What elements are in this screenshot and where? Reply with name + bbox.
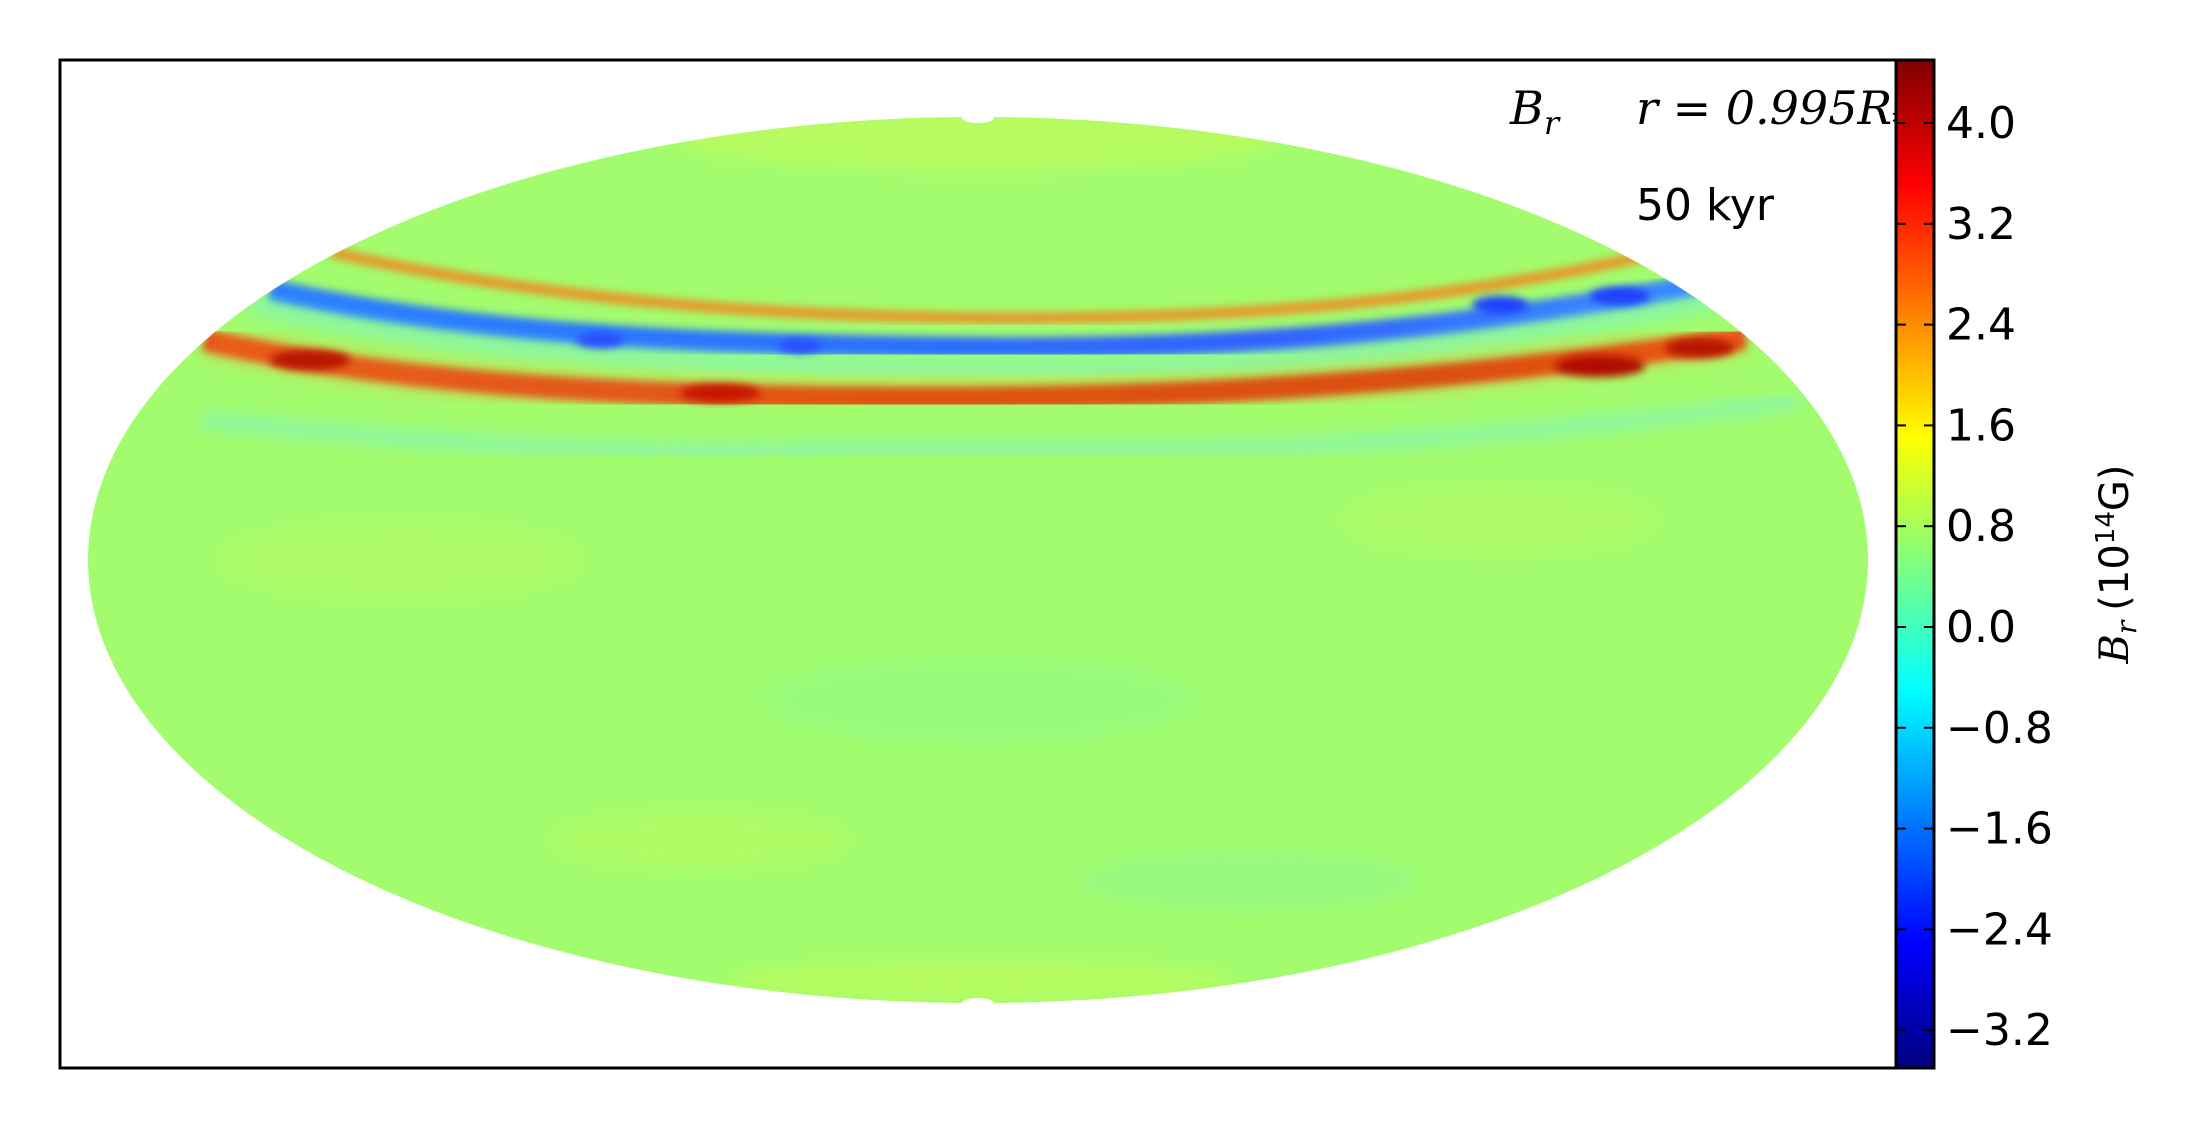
colorbar: 4.0 3.2 2.4 1.6 0.8 0.0 −0.8 −1.6 −2.4 −3.2 Br(10… <box>1894 58 2143 1070</box>
time-label: 50 kyr <box>1636 180 1775 231</box>
north-pole-notch <box>962 113 994 123</box>
colorbar-tick-label: −1.6 <box>1946 804 2053 855</box>
radius-label: r = 0.995R* <box>1636 81 1908 142</box>
colorbar-tick-label: 2.4 <box>1946 300 2016 351</box>
colorbar-tick-label: 1.6 <box>1946 400 2016 451</box>
colorbar-tick-label: −0.8 <box>1946 703 2053 754</box>
colorbar-tick-label: −2.4 <box>1946 904 2053 955</box>
colorbar-tick-label: 0.0 <box>1946 602 2016 653</box>
colorbar-tick-label: 4.0 <box>1946 98 2016 149</box>
south-pole-notch <box>962 998 994 1008</box>
colorbar-tick-label: 0.8 <box>1946 501 2016 552</box>
positive-spots <box>270 338 1735 402</box>
texture-patches <box>220 117 1660 1000</box>
colorbar-tick-label: −3.2 <box>1946 1005 2053 1056</box>
northern-negative-band <box>267 274 1702 360</box>
mollweide-map <box>88 113 1868 1008</box>
thin-positive-band <box>328 246 1652 324</box>
colorbar-label: Br(1014G) <box>2091 464 2143 664</box>
colorbar-ticks: 4.0 3.2 2.4 1.6 0.8 0.0 −0.8 −1.6 −2.4 −3.2 <box>1896 98 2053 1056</box>
colorbar-gradient <box>1894 58 1936 1070</box>
weak-negative-filaments <box>199 393 1802 458</box>
field-label: Br <box>1509 81 1561 142</box>
negative-spots <box>576 287 1650 353</box>
colorbar-tick-label: 3.2 <box>1946 199 2016 250</box>
